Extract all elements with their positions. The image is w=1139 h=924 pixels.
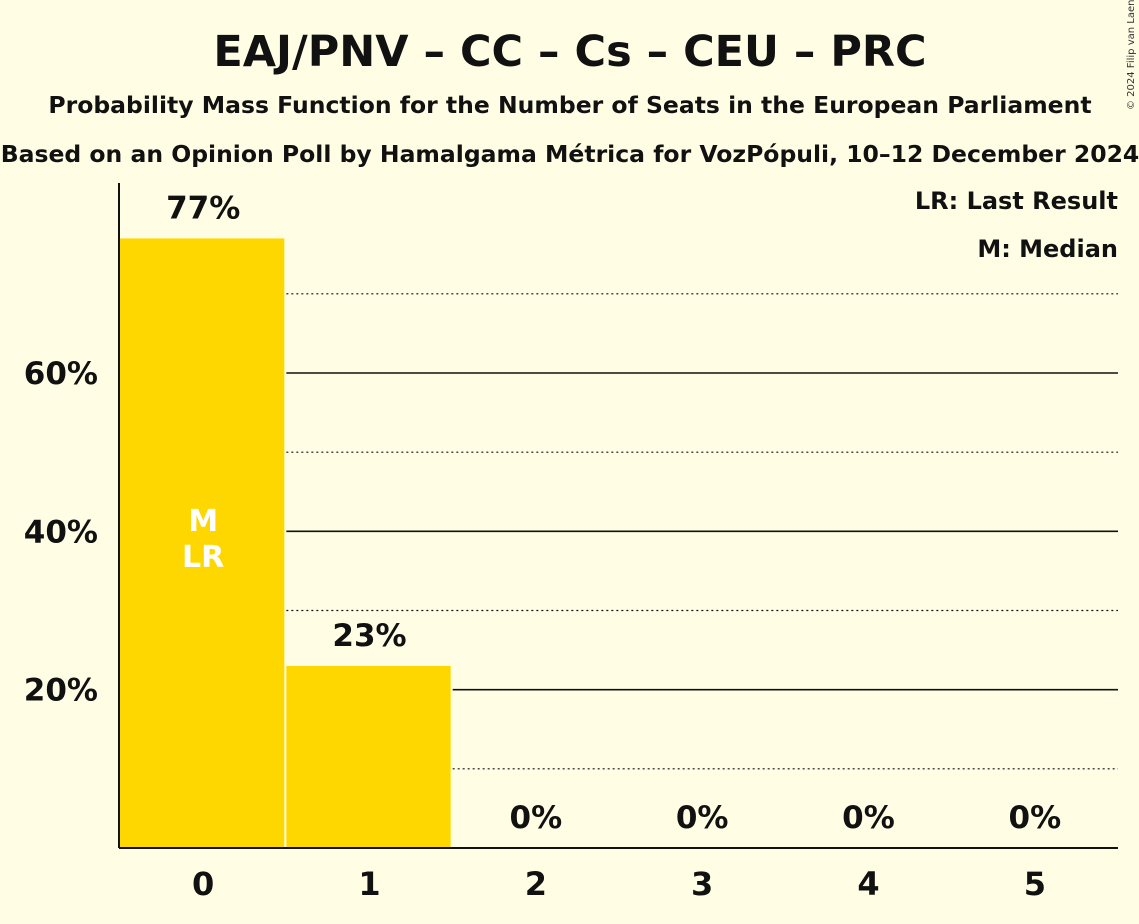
median-marker: M <box>188 504 218 539</box>
chart-title: EAJ/PNV – CC – Cs – CEU – PRC <box>213 27 926 77</box>
copyright: © 2024 Filip van Laenen <box>1126 0 1137 110</box>
data-label-1: 23% <box>332 618 406 654</box>
x-tick-label-3: 3 <box>691 865 713 903</box>
y-tick-label-1: 40% <box>24 514 98 550</box>
bar-1 <box>286 665 451 848</box>
chart-source: Based on an Opinion Poll by Hamalgama Mé… <box>1 140 1139 168</box>
data-label-4: 0% <box>842 800 895 836</box>
x-tick-label-0: 0 <box>192 865 214 903</box>
chart-subtitle: Probability Mass Function for the Number… <box>48 91 1091 119</box>
bars <box>120 238 451 848</box>
axis-ticks: 20% 40% 60% 0 1 2 3 4 5 <box>24 356 1046 903</box>
bar-0 <box>120 238 285 848</box>
x-tick-label-1: 1 <box>358 865 380 903</box>
gridlines <box>286 293 1118 770</box>
legend-last-result: LR: Last Result <box>915 187 1118 215</box>
data-label-0: 77% <box>166 190 240 226</box>
data-labels: 77% 23% 0% 0% 0% 0% MLR <box>166 190 1061 836</box>
data-label-5: 0% <box>1009 800 1062 836</box>
x-tick-label-4: 4 <box>857 865 879 903</box>
last-result-marker: LR <box>182 540 224 575</box>
x-tick-label-2: 2 <box>525 865 547 903</box>
y-tick-label-2: 60% <box>24 356 98 392</box>
y-tick-label-0: 20% <box>24 673 98 709</box>
data-label-3: 0% <box>676 800 729 836</box>
legend-median: M: Median <box>977 235 1118 263</box>
x-tick-label-5: 5 <box>1024 865 1046 903</box>
data-label-2: 0% <box>510 800 563 836</box>
